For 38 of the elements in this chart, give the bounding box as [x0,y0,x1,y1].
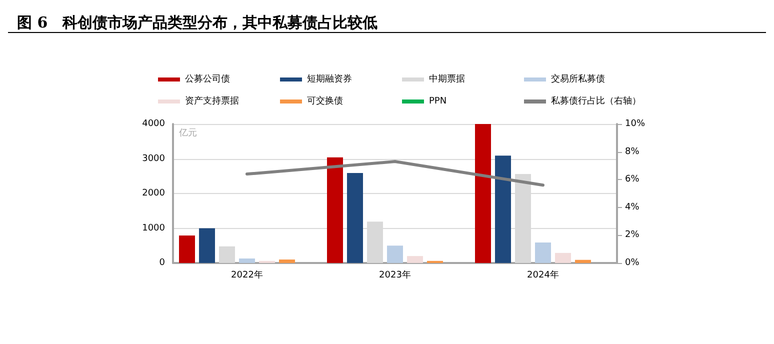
y-tick-label: 0 [159,258,166,268]
y2-tick-label: 0% [625,258,640,268]
bar [347,173,363,263]
legend-label: PPN [429,96,447,106]
x-tick-label: 2023年 [379,270,411,280]
y-axis-title: 亿元 [178,128,197,138]
bar [495,156,511,263]
y-tick-label: 1000 [142,223,166,234]
bar [179,236,195,263]
legend-label: 可交换债 [307,96,343,106]
y-tick-label: 3000 [142,154,166,164]
legend-label: 资产支持票据 [185,96,239,106]
legend-label: 短期融资券 [307,74,352,84]
chart-title: 图 6 科创债市场产品类型分布，其中私募债占比较低 [17,14,378,32]
y-tick-label: 4000 [142,119,166,129]
bar [387,246,403,263]
bar [475,124,491,263]
legend-label: 私募债行占比（右轴） [551,96,641,106]
y2-tick-label: 6% [625,174,640,185]
bar [327,157,343,263]
y2-tick-label: 10% [625,119,646,129]
legend-label: 交易所私募债 [551,74,605,84]
bar [199,228,215,263]
y-tick-label: 2000 [142,188,166,198]
legend-label: 中期票据 [429,74,465,84]
y2-tick-label: 4% [625,202,640,212]
x-tick-label: 2024年 [527,270,559,280]
x-tick-label: 2022年 [231,270,263,280]
legend-label: 公募公司债 [185,74,230,84]
bar [575,260,591,263]
bar [239,258,255,263]
y2-tick-label: 2% [625,230,640,240]
bar [555,252,571,263]
bar [219,246,235,263]
bar [535,242,551,263]
bar [407,256,423,263]
y2-tick-label: 8% [625,146,640,157]
bar [279,260,295,263]
